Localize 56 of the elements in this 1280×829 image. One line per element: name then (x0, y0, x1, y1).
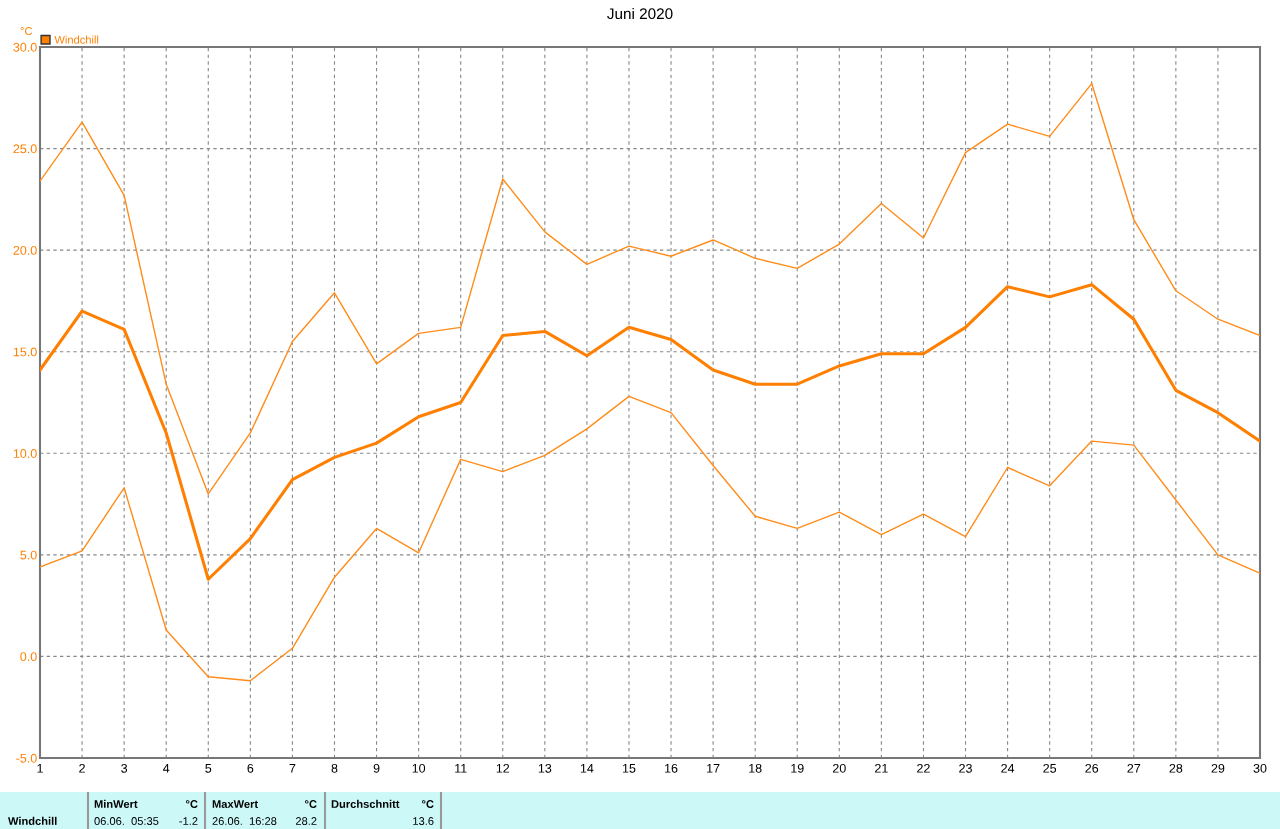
text: °C (305, 800, 317, 808)
text: Windchill (8, 816, 57, 825)
x-tick-label: 29 (1211, 763, 1225, 773)
x-tick-label: 24 (1001, 763, 1015, 773)
legend-label: Windchill (54, 35, 99, 44)
x-tick-label: 1 (37, 764, 43, 773)
x-tick-label: 16 (665, 763, 678, 773)
x-tick-label: 14 (580, 764, 594, 773)
text: MinWert (94, 799, 138, 808)
x-tick-label: 17 (707, 764, 720, 773)
text: MaxWert (212, 800, 258, 808)
x-tick-label: 11 (455, 764, 467, 773)
y-tick-label: 20.0 (13, 245, 37, 255)
x-tick-label: 13 (538, 763, 552, 773)
y-axis-title: °C (20, 27, 33, 35)
y-tick-label: 10.0 (13, 449, 37, 458)
x-tick-label: 27 (1127, 763, 1141, 773)
text: 28.2 (295, 817, 317, 825)
line-series (40, 82, 1260, 495)
text: Durchschnitt (331, 799, 400, 808)
x-tick-label: 10 (412, 763, 426, 773)
y-tick-label: 0.0 (20, 652, 37, 662)
y-tick-label: 30.0 (13, 42, 37, 52)
x-tick-label: 18 (749, 763, 762, 773)
text: -1.2 (179, 817, 198, 825)
x-tick-label: 22 (917, 763, 930, 773)
text: °C (422, 800, 434, 808)
x-tick-label: 2 (79, 763, 85, 773)
y-tick-label: 25.0 (13, 144, 37, 154)
x-tick-label: 20 (832, 763, 846, 773)
x-tick-label: 8 (331, 763, 338, 773)
text: 26.06. 16:28 (212, 817, 277, 825)
x-tick-label: 12 (496, 763, 510, 773)
y-tick-label: 15.0 (13, 347, 37, 357)
x-tick-label: 9 (373, 763, 380, 773)
line-series (40, 395, 1260, 682)
chart-title: Juni 2020 (607, 7, 673, 20)
line-series (40, 283, 1260, 581)
text: 13.6 (413, 817, 434, 825)
x-tick-label: 15 (622, 764, 636, 773)
x-tick-label: 28 (1169, 763, 1183, 773)
x-tick-label: 7 (289, 764, 296, 773)
y-tick-label: -5.0 (16, 753, 37, 763)
x-tick-label: 3 (121, 763, 128, 773)
x-tick-label: 4 (163, 764, 170, 773)
x-tick-label: 30 (1253, 763, 1267, 773)
text: 06.06. 05:35 (94, 817, 159, 825)
x-tick-label: 21 (875, 763, 888, 773)
x-tick-label: 25 (1043, 763, 1057, 773)
text: °C (186, 800, 198, 808)
x-tick-label: 6 (247, 763, 254, 773)
x-tick-label: 26 (1085, 763, 1099, 773)
x-tick-label: 5 (205, 764, 212, 773)
x-tick-label: 23 (959, 763, 972, 773)
y-tick-label: 5.0 (20, 550, 37, 560)
x-tick-label: 19 (791, 763, 804, 773)
